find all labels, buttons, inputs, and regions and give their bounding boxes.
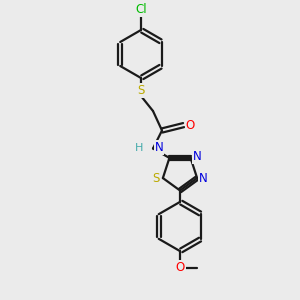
Text: O: O [186,118,195,132]
Text: Cl: Cl [135,3,147,16]
Text: S: S [153,172,160,184]
Text: S: S [137,84,145,98]
Text: H: H [135,143,143,153]
Text: O: O [176,261,184,274]
Text: N: N [154,141,163,154]
Text: N: N [199,172,208,184]
Text: N: N [193,150,202,163]
